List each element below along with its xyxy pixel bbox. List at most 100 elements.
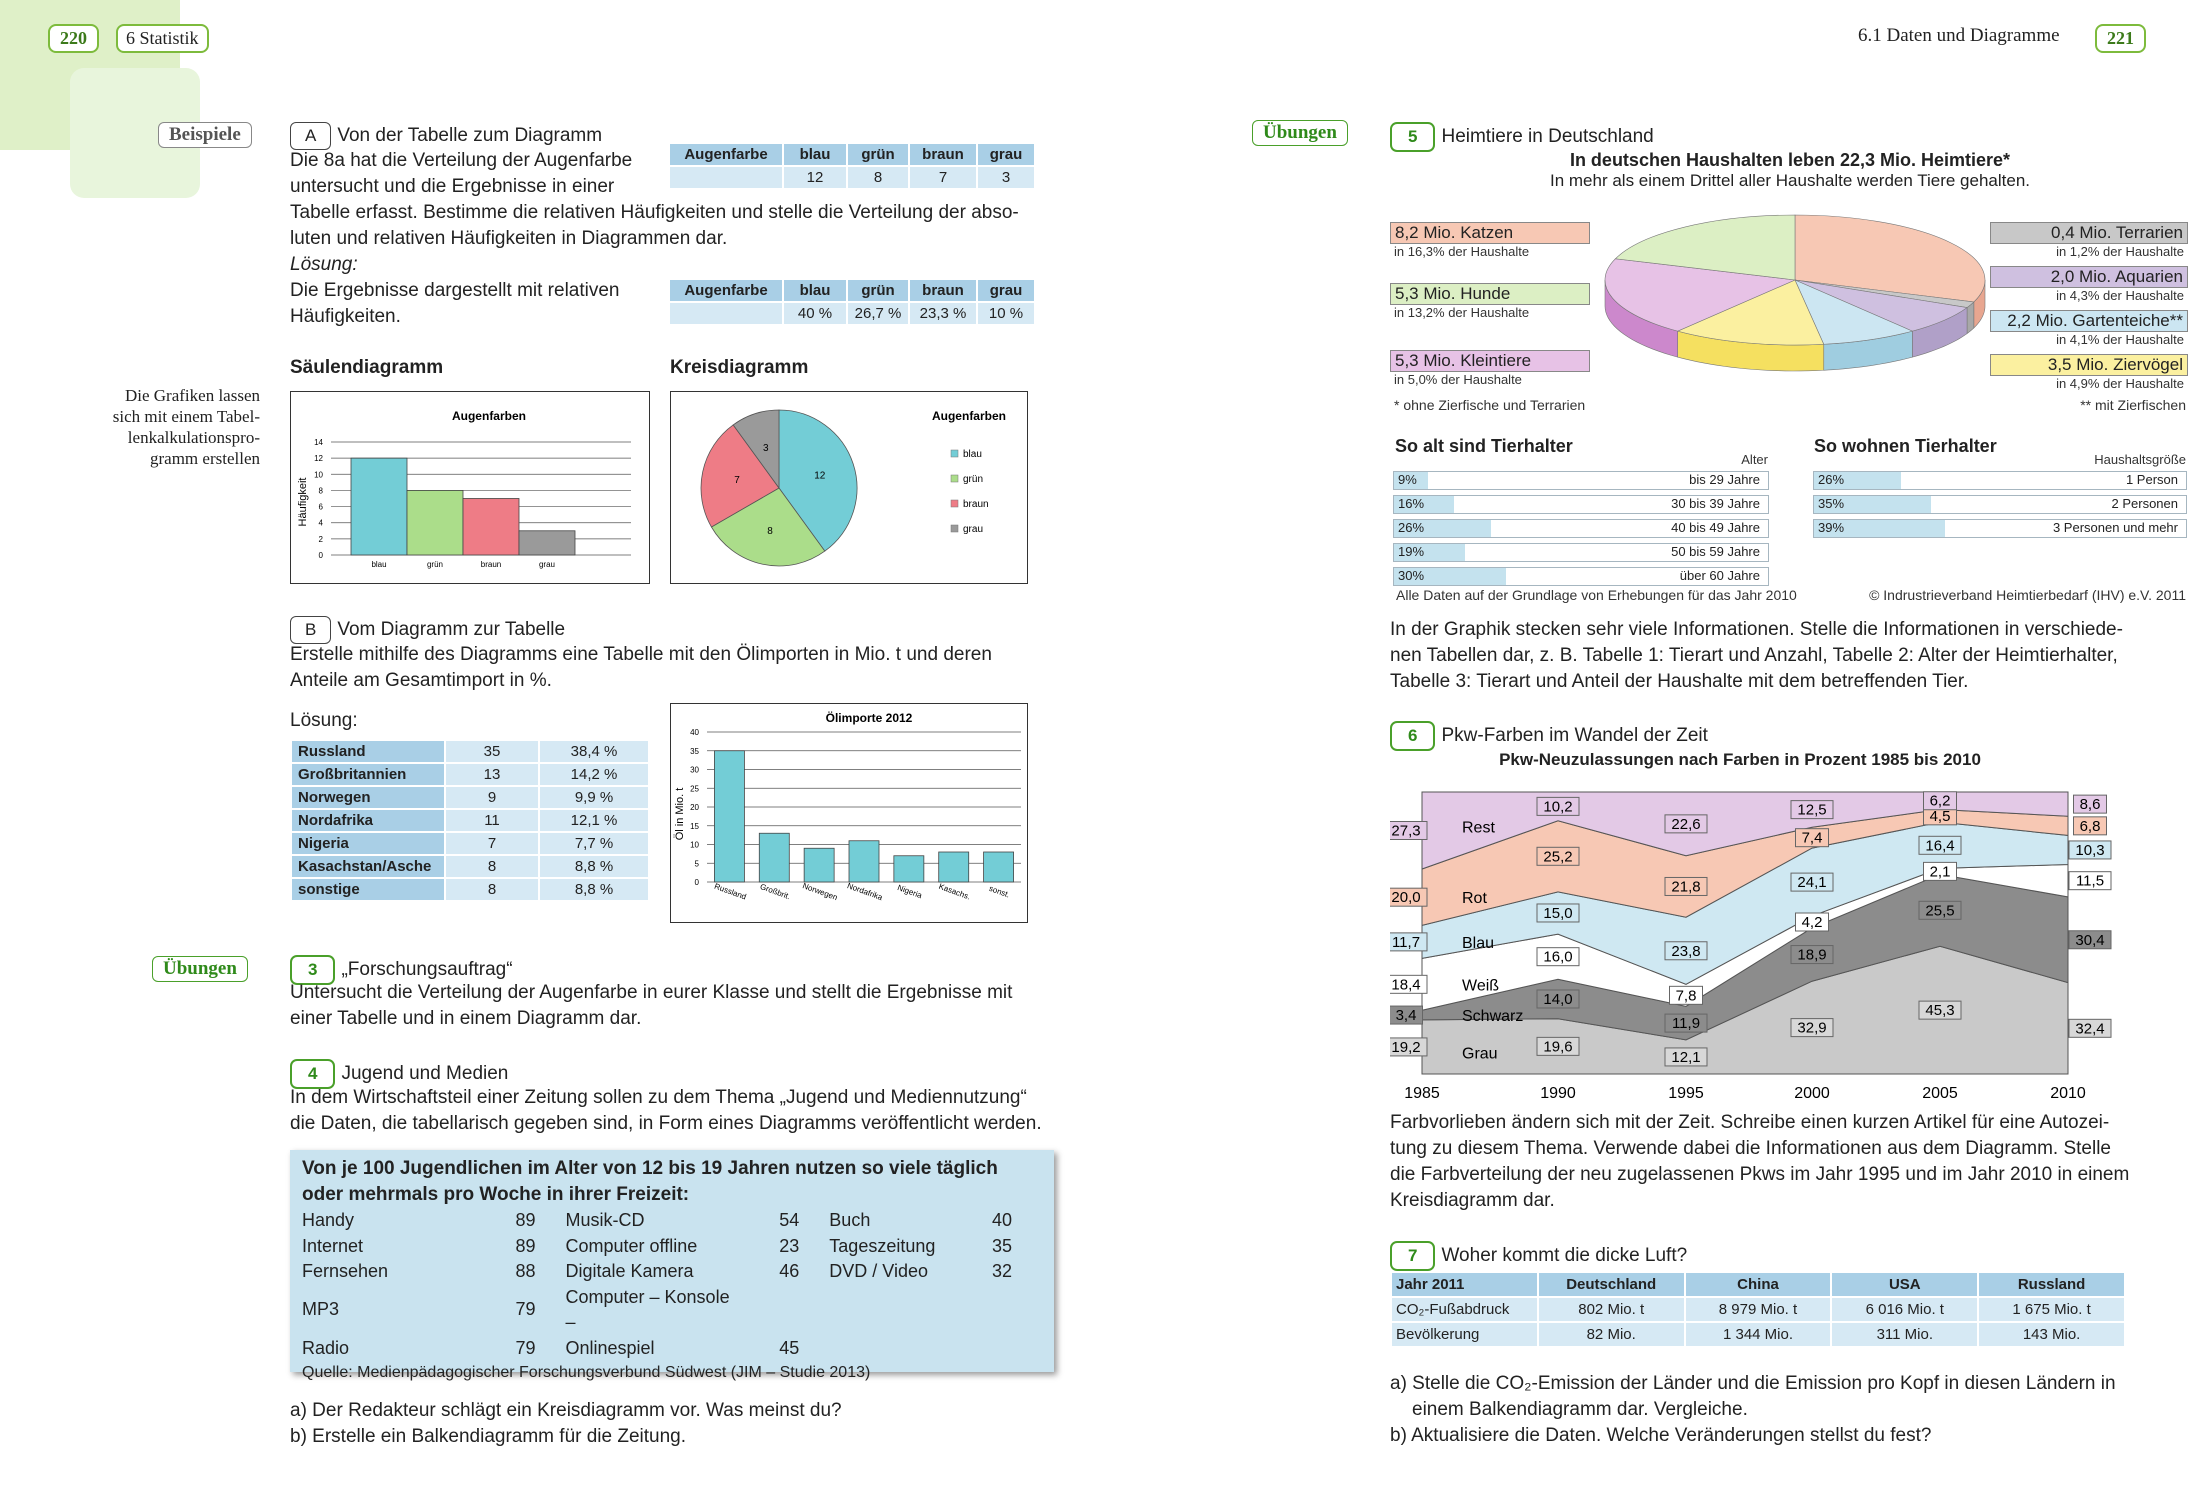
exercise-4-heading: 4 Jugend und Medien — [290, 1059, 508, 1089]
share-cell: 8,8 % — [540, 879, 648, 900]
y-tick-label: 10 — [314, 470, 323, 479]
example-b-text: Erstelle mithilfe des Diagramms eine Tab… — [290, 644, 992, 691]
exercise-3-heading: 3 „Forschungsauftrag“ — [290, 955, 513, 985]
amount-cell: 8 — [446, 856, 538, 877]
x-tick-label: 2000 — [1794, 1085, 1830, 1102]
beispiele-tag: Beispiele — [158, 122, 252, 148]
bar-label: 30 bis 39 Jahre — [1671, 496, 1760, 511]
legend-label-blau: blau — [963, 449, 982, 460]
exercise-3-number: 3 — [290, 955, 336, 985]
share-cell: 14,2 % — [540, 764, 648, 785]
value-box — [1664, 876, 1708, 896]
saulendiagramm-title: Säulendiagramm — [290, 357, 444, 378]
pie-slice-Hunde — [1614, 214, 1796, 281]
pet-label-name: 5,3 Mio. Hunde — [1390, 283, 1590, 305]
media-label: MP3 — [302, 1299, 340, 1320]
media-source: Quelle: Medienpädagogischer Forschungsve… — [302, 1364, 871, 1381]
pie-slice-Gartenteiche — [1794, 279, 1914, 345]
value-label-Rot: 4,5 — [1930, 808, 1951, 825]
x-tick-label: grün — [427, 560, 443, 569]
exercise-5-heading: 5 Heimtiere in Deutschland — [1390, 122, 1654, 152]
pie-value-label: 8 — [767, 526, 773, 537]
value-box — [2068, 930, 2112, 950]
oil-table-row: Norwegen 9 9,9 % — [292, 787, 648, 808]
value-box — [2068, 1018, 2112, 1038]
pet-label-sub: in 16,3% der Haushalte — [1394, 244, 1530, 259]
value-label-Schwarz: 18,9 — [1797, 947, 1826, 964]
exercise-7-questions: a) Stelle die CO₂-Emission der Länder un… — [1390, 1373, 2116, 1446]
eye-color-column-chart: Augenfarben Häufigkeit 0 2 4 6 8 10 12 14 blau gr… — [290, 391, 650, 584]
value-box — [2068, 840, 2112, 860]
co2-cell: 82 Mio. — [1538, 1323, 1684, 1346]
value-box — [1390, 820, 1428, 840]
value-label-Schwarz: 25,5 — [1925, 902, 1954, 919]
pet-label-right-0: 0,4 Mio. Terrarien in 1,2% der Haushalte — [1990, 222, 2188, 259]
bar-label: 50 bis 59 Jahre — [1671, 544, 1760, 559]
share-cell: 38,4 % — [540, 741, 648, 762]
oil-table-row: sonstige 8 8,8 % — [292, 879, 648, 900]
co2-header-cell: Deutschland — [1538, 1273, 1684, 1296]
media-value — [974, 1285, 1042, 1336]
media-label: Digitale Kamera — [565, 1261, 694, 1281]
eye-color-table-absolute: Augenfarbe blau grün braun grau 12 8 7 3 — [668, 142, 1036, 190]
value-box — [1664, 1013, 1708, 1033]
example-b-title: Vom Diagramm zur Tabelle — [337, 619, 566, 640]
value-box — [2068, 871, 2112, 891]
exercise-4-number: 4 — [290, 1059, 336, 1089]
source-right: © Indrustrieverband Heimtierbedarf (IHV)… — [1869, 587, 2186, 603]
media-label: Computer offline — [565, 1235, 698, 1256]
value-box — [1923, 791, 1957, 811]
co2-header-row: Jahr 2011 Deutschland China USA Russland — [1392, 1273, 2124, 1296]
media-label: Tageszeitung — [829, 1235, 936, 1256]
exercise-7-heading: 7 Woher kommt die dicke Luft? — [1390, 1241, 1687, 1271]
country-cell: Großbritannien — [292, 764, 444, 785]
column-chart-title: Augenfarben — [452, 409, 526, 423]
bar-braun — [462, 498, 520, 556]
country-cell: Nigeria — [292, 833, 444, 854]
pet-footnote-1: * ohne Zierfische und Terrarien — [1394, 397, 1586, 413]
value-label-Weiß: 2,1 — [1930, 863, 1951, 880]
uebungen-tag-right: Übungen — [1252, 120, 1348, 146]
media-usage-box: Von je 100 Jugendlichen im Alter von 12 … — [290, 1150, 1054, 1381]
media-label: Radio — [302, 1337, 350, 1358]
pie-slice-Kleintiere — [1604, 258, 1797, 332]
pie-value-label: 3 — [763, 443, 769, 454]
page-number-left: 220 — [48, 24, 99, 53]
example-a-text1: Die 8a hat die Verteilung der Augenfarbe… — [290, 150, 633, 197]
bar-label: über 60 Jahre — [1679, 568, 1760, 583]
value-box — [1795, 828, 1829, 848]
bar-percent: 39% — [1818, 520, 1845, 535]
co2-cell: CO₂-Fußabdruck — [1392, 1298, 1537, 1321]
value-label-Blau: 10,3 — [2075, 842, 2104, 859]
value-label-Rot: 25,2 — [1543, 848, 1572, 865]
value-label-Schwarz: 11,9 — [1672, 1015, 1700, 1032]
media-value: 89 — [515, 1210, 536, 1230]
oil-table-row: Nigeria 7 7,7 % — [292, 833, 648, 854]
pet-label-sub: in 4,3% der Haushalte — [2056, 288, 2184, 303]
page-number-right: 221 — [2095, 24, 2146, 53]
share-cell: 8,8 % — [540, 856, 648, 877]
y-tick-label: 30 — [690, 766, 699, 775]
value-label-Blau: 24,1 — [1797, 874, 1826, 891]
kreisdiagramm-title: Kreisdiagramm — [670, 357, 809, 378]
bar-grau — [518, 530, 576, 556]
media-value: 35 — [991, 1235, 1012, 1256]
media-value — [974, 1336, 1042, 1362]
share-cell: 12,1 % — [540, 810, 648, 831]
share-cell: 7,7 % — [540, 833, 648, 854]
percent-bar: 19% 50 bis 59 Jahre — [1393, 543, 1769, 562]
oil-import-table: Russland 35 38,4 % Großbritannien 13 14,2 % No… — [290, 739, 650, 902]
home-title: So wohnen Tierhalter — [1814, 436, 1997, 456]
y-tick-label: 12 — [314, 454, 323, 463]
age-bars: 9% bis 29 Jahre 16% 30 bis 39 Jahre 26% 40 bi… — [1393, 471, 1769, 591]
pet-label-right-1: 2,0 Mio. Aquarien in 4,3% der Haushalte — [1990, 266, 2188, 303]
value-box — [1536, 989, 1580, 1009]
pie-slice-Katzen — [1794, 214, 1986, 303]
pet-label-2: 5,3 Mio. Kleintiere in 5,0% der Haushalte — [1390, 350, 1590, 387]
y-tick-label: 4 — [319, 519, 324, 528]
bar-percent: 35% — [1818, 496, 1845, 511]
x-tick-label: braun — [481, 560, 501, 569]
value-box — [1918, 1000, 1962, 1020]
y-tick-label: 25 — [690, 784, 699, 793]
exercise-4-text: In dem Wirtschaftsteil einer Zeitung sol… — [290, 1087, 1042, 1134]
